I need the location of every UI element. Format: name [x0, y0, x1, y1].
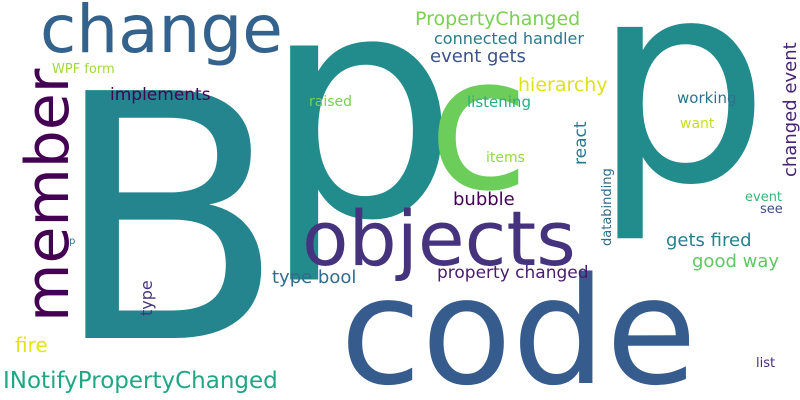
cloud-word-hierarchy: hierarchy	[518, 74, 608, 96]
cloud-word-good-way: good way	[692, 251, 779, 272]
cloud-word-want: want	[680, 116, 715, 132]
cloud-word-items: items	[486, 150, 525, 166]
cloud-word-p-right: p	[592, 0, 770, 247]
cloud-word-list: list	[756, 356, 775, 371]
cloud-word-c: c	[428, 16, 530, 232]
cloud-word-event: event	[745, 190, 782, 205]
cloud-word-connected-handler: connected handler	[434, 29, 584, 48]
cloud-word-p-small: p	[69, 236, 75, 247]
cloud-word-wpf-form: WPF form	[52, 62, 115, 77]
cloud-word-fire: fire	[15, 333, 48, 357]
cloud-word-bubble: bubble	[453, 189, 515, 210]
cloud-word-inotifypropertychanged: INotifyPropertyChanged	[3, 368, 278, 394]
cloud-word-type-bool: type bool	[272, 267, 356, 288]
cloud-word-listening: listening	[467, 93, 531, 111]
cloud-word-type: type	[137, 280, 156, 316]
cloud-word-gets-fired: gets fired	[666, 230, 752, 251]
cloud-word-databinding: databinding	[600, 168, 615, 246]
cloud-word-member: member	[13, 68, 83, 322]
cloud-word-event-gets: event gets	[430, 46, 526, 67]
cloud-word-see: see	[760, 202, 783, 217]
cloud-word-objects: objects	[302, 194, 576, 283]
cloud-word-changed-event: changed event	[780, 42, 800, 177]
cloud-word-change: change	[40, 0, 283, 68]
cloud-word-propertychanged: PropertyChanged	[415, 8, 580, 30]
cloud-word-b: B	[52, 23, 285, 400]
cloud-word-code: code	[340, 246, 697, 400]
cloud-word-implements: implements	[110, 85, 211, 105]
cloud-word-react: react	[571, 121, 591, 165]
cloud-word-property-changed: property changed	[437, 263, 589, 283]
cloud-word-working: working	[677, 89, 737, 107]
cloud-word-raised: raised	[309, 94, 352, 110]
cloud-word-p-left: p	[262, 0, 459, 289]
